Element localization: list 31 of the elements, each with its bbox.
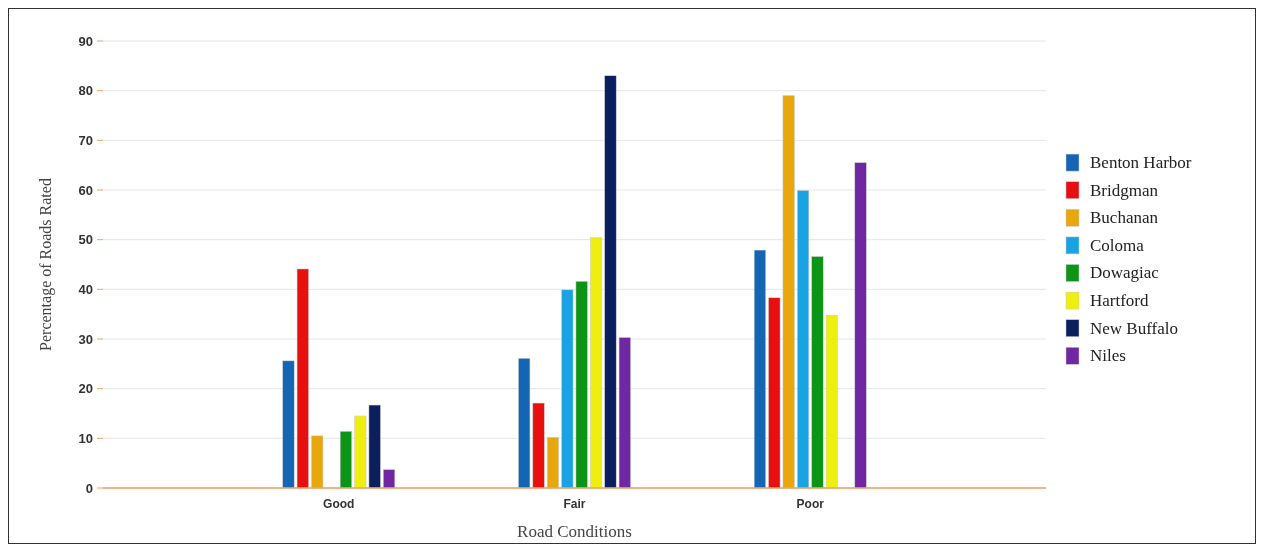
bar xyxy=(797,190,810,489)
y-tick-label: 60 xyxy=(78,182,93,198)
y-tick-label: 40 xyxy=(78,281,93,297)
legend-label: New Buffalo xyxy=(1090,318,1178,338)
y-tick-label: 50 xyxy=(78,232,93,248)
y-tick-label: 30 xyxy=(78,331,93,347)
legend-label: Buchanan xyxy=(1090,208,1159,228)
bar xyxy=(546,437,559,489)
bar xyxy=(753,249,766,489)
bar xyxy=(311,435,324,489)
bar xyxy=(590,237,603,489)
y-tick-label: 70 xyxy=(78,132,93,148)
legend-label: Dowagiac xyxy=(1090,263,1160,283)
x-tick-label: Good xyxy=(323,497,355,511)
x-tick-label: Fair xyxy=(563,497,586,511)
legend-label: Bridgman xyxy=(1090,180,1159,200)
legend-label: Niles xyxy=(1090,346,1126,366)
y-tick-label: 10 xyxy=(78,430,93,446)
y-axis-title: Percentage of Roads Rated xyxy=(37,178,55,351)
bar xyxy=(383,469,396,489)
y-tick-label: 20 xyxy=(78,381,93,397)
x-axis-title: Road Conditions xyxy=(517,522,632,541)
legend-label: Benton Harbor xyxy=(1090,153,1192,173)
bar xyxy=(854,162,867,489)
x-tick-label: Poor xyxy=(796,497,825,511)
y-tick-label: 0 xyxy=(85,480,93,496)
bar xyxy=(339,431,352,489)
legend-label: Hartford xyxy=(1090,291,1150,311)
y-tick-label: 90 xyxy=(78,33,93,49)
legend-label: Coloma xyxy=(1090,235,1145,255)
y-tick-label: 80 xyxy=(78,83,93,99)
